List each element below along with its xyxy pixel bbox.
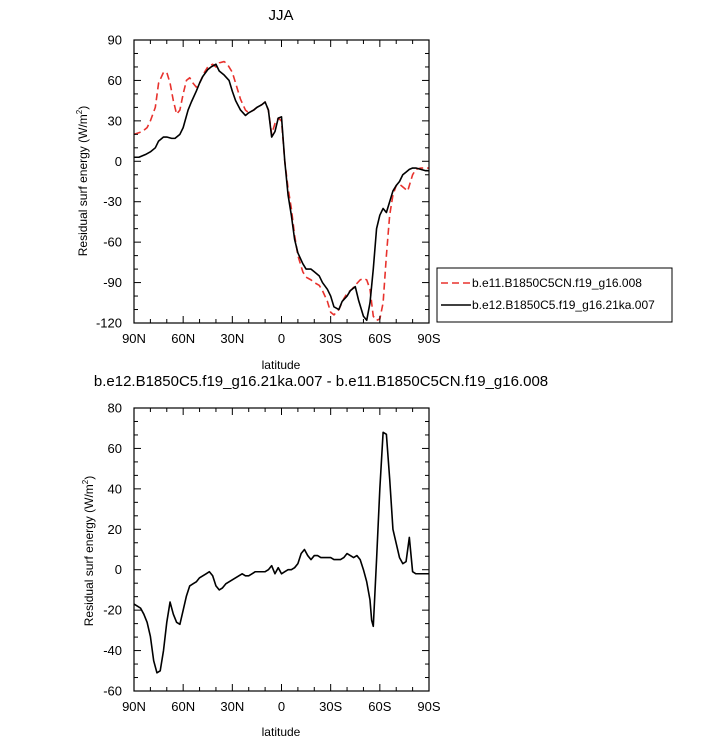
x-tick-label: 90N <box>122 699 146 714</box>
y-tick-label: -90 <box>103 275 122 290</box>
y-tick-label: 20 <box>108 522 122 537</box>
top-panel-legend: b.e11.B1850C5CN.f19_g16.008 b.e12.B1850C… <box>436 267 673 323</box>
x-tick-label: 0 <box>278 699 285 714</box>
top-panel-title: JJA <box>268 7 293 24</box>
top-panel-series <box>134 60 429 322</box>
top-panel: JJA 90N 60N 30N 0 30S 60S 90S -120 -90 -60 -30 0 30 6… <box>75 7 673 372</box>
bottom-panel-series <box>134 431 429 674</box>
y-tick-label: -60 <box>103 235 122 250</box>
bottom-panel: b.e12.B1850C5.f19_g16.21ka.007 - b.e11.B… <box>81 373 548 739</box>
x-tick-label: 60N <box>171 699 195 714</box>
bottom-panel-title: b.e12.B1850C5.f19_g16.21ka.007 - b.e11.B… <box>94 373 548 390</box>
bottom-panel-y-axis-label-text: Residual surf energy (W/m <box>82 484 96 626</box>
x-tick-label: 30S <box>319 331 342 346</box>
series-line-1 <box>134 431 429 674</box>
y-tick-label: 90 <box>108 33 122 48</box>
x-tick-label: 60N <box>171 331 195 346</box>
x-tick-label: 90S <box>417 699 440 714</box>
y-tick-label: -20 <box>103 603 122 618</box>
bottom-panel-y-axis-label: Residual surf energy (W/m2) <box>81 476 96 627</box>
y-tick-label: -120 <box>96 316 122 331</box>
legend-label-series-1: b.e11.B1850C5CN.f19_g16.008 <box>472 276 642 290</box>
top-panel-y-axis-label-text: Residual surf energy (W/m <box>76 114 90 256</box>
bottom-panel-y-axis-label-sup: 2 <box>81 479 90 484</box>
y-tick-label: 80 <box>108 401 122 416</box>
top-panel-x-axis-label: latitude <box>262 358 301 372</box>
bottom-panel-ticks: 90N 60N 30N 0 30S 60S 90S -60 -40 -20 0 20 40 60 80 <box>103 401 441 715</box>
y-tick-label: 0 <box>115 154 122 169</box>
top-panel-y-axis-label-close: ) <box>76 106 90 110</box>
y-tick-label: 0 <box>115 562 122 577</box>
legend-label-series-2: b.e12.B1850C5.f19_g16.21ka.007 <box>472 298 655 312</box>
y-tick-label: 40 <box>108 481 122 496</box>
bottom-panel-y-axis-label-close: ) <box>82 476 96 480</box>
y-tick-label: 60 <box>108 441 122 456</box>
x-tick-label: 60S <box>368 699 391 714</box>
top-panel-y-axis-label-sup: 2 <box>75 109 84 114</box>
top-panel-ticks: 90N 60N 30N 0 30S 60S 90S -120 -90 -60 -30 0 30 60 90 <box>96 33 441 347</box>
y-tick-label: 30 <box>108 113 122 128</box>
x-tick-label: 90N <box>122 331 146 346</box>
top-panel-frame <box>133 39 430 324</box>
series-line-2 <box>134 63 429 322</box>
y-tick-label: -40 <box>103 643 122 658</box>
top-panel-y-axis-label: Residual surf energy (W/m2) <box>75 106 90 257</box>
y-tick-label: -30 <box>103 194 122 209</box>
y-tick-label: 60 <box>108 73 122 88</box>
series-line-1 <box>134 60 429 322</box>
bottom-panel-x-axis-label: latitude <box>262 725 301 739</box>
y-tick-label: -60 <box>103 684 122 699</box>
x-tick-label: 30S <box>319 699 342 714</box>
x-tick-label: 30N <box>220 699 244 714</box>
legend-box <box>436 267 673 323</box>
x-tick-label: 60S <box>368 331 391 346</box>
x-tick-label: 30N <box>220 331 244 346</box>
x-tick-label: 90S <box>417 331 440 346</box>
bottom-panel-frame <box>133 407 430 692</box>
x-tick-label: 0 <box>278 331 285 346</box>
